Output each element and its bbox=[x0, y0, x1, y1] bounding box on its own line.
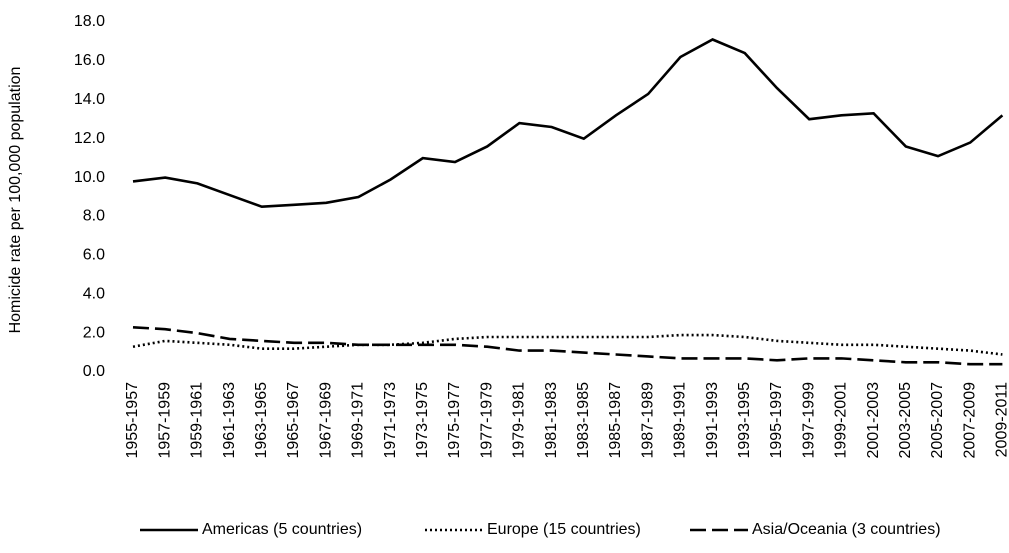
series-line bbox=[132, 38, 1004, 209]
y-tick-label: 12.0 bbox=[74, 130, 105, 147]
x-tick-label: 2001-2003 bbox=[865, 382, 882, 459]
x-tick-label: 1997-1999 bbox=[800, 382, 817, 459]
y-tick-label: 18.0 bbox=[74, 13, 105, 30]
x-tick-label: 1971-1973 bbox=[382, 382, 399, 459]
x-tick-label: 1987-1989 bbox=[639, 382, 656, 459]
x-tick-label: 1981-1983 bbox=[543, 382, 560, 459]
y-axis-label: Homicide rate per 100,000 population bbox=[7, 67, 24, 334]
y-tick-label: 8.0 bbox=[83, 208, 105, 225]
x-tick-label: 1983-1985 bbox=[575, 382, 592, 459]
x-tick-label: 1955-1957 bbox=[124, 382, 141, 459]
legend-label: Asia/Oceania (3 countries) bbox=[752, 521, 941, 538]
y-tick-label: 6.0 bbox=[83, 247, 105, 264]
x-tick-label: 1993-1995 bbox=[736, 382, 753, 459]
x-tick-label: 1959-1961 bbox=[189, 382, 206, 459]
x-tick-label: 1965-1967 bbox=[285, 382, 302, 459]
x-tick-label: 1977-1979 bbox=[478, 382, 495, 459]
x-tick-label: 1991-1993 bbox=[704, 382, 721, 459]
x-tick-label: 2003-2005 bbox=[897, 382, 914, 459]
y-tick-label: 0.0 bbox=[83, 363, 105, 380]
x-tick-label: 2005-2007 bbox=[929, 382, 946, 459]
x-tick-label: 1979-1981 bbox=[511, 382, 528, 459]
x-tick-label: 1985-1987 bbox=[607, 382, 624, 459]
y-tick-label: 16.0 bbox=[74, 52, 105, 69]
x-tick-label: 1969-1971 bbox=[350, 382, 367, 459]
x-tick-label: 2007-2009 bbox=[961, 382, 978, 459]
y-tick-label: 2.0 bbox=[83, 324, 105, 341]
x-tick-label: 1961-1963 bbox=[221, 382, 238, 459]
x-tick-label: 1957-1959 bbox=[156, 382, 173, 459]
y-tick-label: 4.0 bbox=[83, 285, 105, 302]
y-tick-label: 14.0 bbox=[74, 91, 105, 108]
x-tick-label: 1975-1977 bbox=[446, 382, 463, 459]
y-tick-label: 10.0 bbox=[74, 169, 105, 186]
x-tick-label: 1989-1991 bbox=[672, 382, 689, 459]
series-line bbox=[132, 333, 1003, 356]
x-tick-label: 1973-1975 bbox=[414, 382, 431, 459]
legend-label: Europe (15 countries) bbox=[487, 521, 641, 538]
x-tick-label: 1967-1969 bbox=[317, 382, 334, 459]
x-tick-label: 1963-1965 bbox=[253, 382, 270, 459]
series-line bbox=[132, 325, 1003, 366]
x-tick-label: 2009-2011 bbox=[994, 382, 1009, 457]
legend-label: Americas (5 countries) bbox=[202, 521, 362, 538]
x-tick-label: 1999-2001 bbox=[833, 382, 850, 459]
x-tick-label: 1995-1997 bbox=[768, 382, 785, 459]
